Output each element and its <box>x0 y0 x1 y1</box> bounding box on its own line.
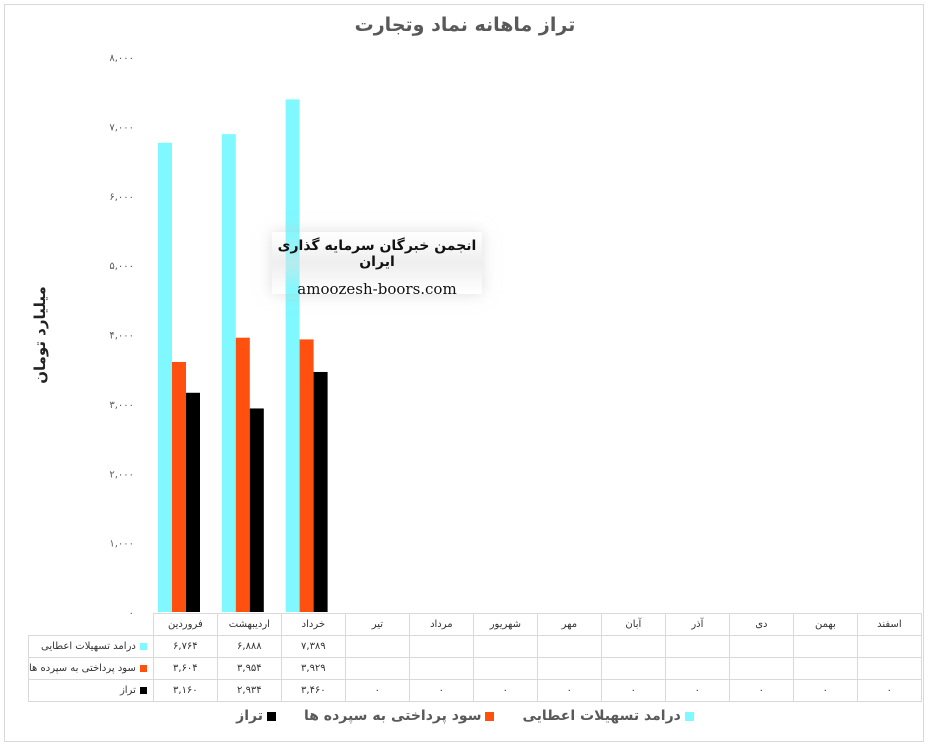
data-label: ۷,۳۸۹ <box>280 635 346 658</box>
bar-series-2-1 <box>172 361 186 612</box>
table-row: سود پرداختی به سپرده ها ۳,۶۰۴ ۳,۹۵۴ ۳,۹۲۹ <box>28 657 922 680</box>
chart-plot: ۰ ۱,۰۰۰ ۲,۰۰۰ ۳,۰۰۰ ۴,۰۰۰ ۵,۰۰۰ ۶,۰۰۰ ۷,۰۰۰ ۸,۰۰… <box>109 53 328 615</box>
data-label: ۰ <box>408 679 474 702</box>
data-label: ۳,۹۵۴ <box>216 657 282 680</box>
series-row-header: تراز <box>28 679 154 702</box>
data-label <box>664 657 730 680</box>
data-label <box>856 657 922 680</box>
legend-entry: سود پرداختی به سپرده ها <box>304 708 495 724</box>
data-label <box>344 635 410 658</box>
data-label: ۳,۶۰۴ <box>152 657 218 680</box>
watermark-title: انجمن خبرگان سرمایه گذاری ایران <box>277 238 477 270</box>
data-label: ۰ <box>472 679 538 702</box>
data-label: ۶,۷۶۴ <box>152 635 218 658</box>
watermark: انجمن خبرگان سرمایه گذاری ایران amoozesh… <box>272 232 482 298</box>
data-label <box>600 657 666 680</box>
data-label <box>472 657 538 680</box>
legend-swatch <box>485 711 495 721</box>
data-label <box>856 635 922 658</box>
category-label: اسفند <box>856 613 922 636</box>
bar-series-1-2 <box>221 134 236 612</box>
data-label: ۰ <box>344 679 410 702</box>
bar-series-2-2 <box>235 337 250 612</box>
y-tick-label: ۸,۰۰۰ <box>109 53 134 64</box>
legend-label: تراز <box>236 708 263 724</box>
legend-label: سود پرداختی به سپرده ها <box>303 708 482 724</box>
data-label: ۳,۱۶۰ <box>152 679 218 702</box>
data-label: ۰ <box>600 679 666 702</box>
category-label: آبان <box>600 613 666 636</box>
data-label: ۰ <box>728 679 794 702</box>
legend-key-swatch <box>139 664 147 672</box>
data-label <box>536 657 602 680</box>
bar-series-3-1 <box>186 392 200 612</box>
y-tick-label: ۷,۰۰۰ <box>109 122 134 133</box>
data-label: ۰ <box>664 679 730 702</box>
series-row-header: درامد تسهیلات اعطایی <box>28 635 154 658</box>
data-label: ۰ <box>856 679 922 702</box>
y-tick-label: ۳,۰۰۰ <box>109 400 134 411</box>
data-label <box>344 657 410 680</box>
legend-swatch <box>266 711 276 721</box>
category-label: خرداد <box>280 613 346 636</box>
y-tick-label: ۵,۰۰۰ <box>109 261 134 272</box>
y-tick-label: ۴,۰۰۰ <box>109 331 134 342</box>
legend-entry: تراز <box>236 708 276 724</box>
bar-series-3-3 <box>313 371 328 612</box>
y-tick-label: ۲,۰۰۰ <box>109 469 134 480</box>
data-label <box>728 635 794 658</box>
series-name: درامد تسهیلات اعطایی <box>41 641 136 652</box>
data-label <box>472 635 538 658</box>
category-label: فروردین <box>152 613 218 636</box>
category-label: دی <box>728 613 794 636</box>
table-corner <box>28 613 154 636</box>
legend-entry: درامد تسهیلات اعطایی <box>522 708 694 724</box>
data-label: ۶,۸۸۸ <box>216 635 282 658</box>
legend-label: درامد تسهیلات اعطایی <box>522 708 681 724</box>
data-label: ۰ <box>792 679 858 702</box>
series-row-header: سود پرداختی به سپرده ها <box>28 657 154 680</box>
category-label: مهر <box>536 613 602 636</box>
category-label: تیر <box>344 613 410 636</box>
category-label: بهمن <box>792 613 858 636</box>
data-label: ۳,۹۲۹ <box>280 657 346 680</box>
data-label <box>728 657 794 680</box>
legend-swatch <box>684 711 694 721</box>
data-label: ۲,۹۳۴ <box>216 679 282 702</box>
category-label: آذر <box>664 613 730 636</box>
data-label: ۳,۴۶۰ <box>280 679 346 702</box>
bar-series-2-3 <box>299 339 314 612</box>
series-name: تراز <box>119 685 136 696</box>
data-label: ۰ <box>536 679 602 702</box>
data-table: فروردین اردیبهشت خرداد تیر مرداد شهریور مهر آبا… <box>28 613 922 702</box>
data-label <box>408 635 474 658</box>
bar-series-1-3 <box>285 99 300 612</box>
data-label <box>664 635 730 658</box>
legend: درامد تسهیلات اعطایی سود پرداختی به سپرده… <box>0 708 930 724</box>
category-label: شهریور <box>472 613 538 636</box>
category-label: مرداد <box>408 613 474 636</box>
data-label <box>536 635 602 658</box>
data-label <box>792 657 858 680</box>
y-tick-label: ۰ <box>129 608 134 615</box>
table-row: درامد تسهیلات اعطایی ۶,۷۶۴ ۶,۸۸۸ ۷,۳۸۹ <box>28 635 922 658</box>
bar-series-3-2 <box>249 408 264 612</box>
series-name: سود پرداختی به سپرده ها <box>29 663 136 674</box>
legend-key-swatch <box>139 686 147 694</box>
watermark-url: amoozesh-boors.com <box>297 280 457 298</box>
category-label: اردیبهشت <box>216 613 282 636</box>
y-tick-label: ۱,۰۰۰ <box>109 539 134 550</box>
legend-key-swatch <box>139 642 147 650</box>
table-row: تراز ۳,۱۶۰ ۲,۹۳۴ ۳,۴۶۰ ۰ ۰ ۰ ۰ ۰ ۰ ۰ ۰ ۰ <box>28 679 922 702</box>
chart-title: تراز ماهانه نماد وتجارت <box>354 14 576 36</box>
data-label <box>792 635 858 658</box>
bar-series-1-1 <box>158 142 172 612</box>
data-label <box>600 635 666 658</box>
data-label <box>408 657 474 680</box>
y-tick-label: ۶,۰۰۰ <box>109 192 134 203</box>
